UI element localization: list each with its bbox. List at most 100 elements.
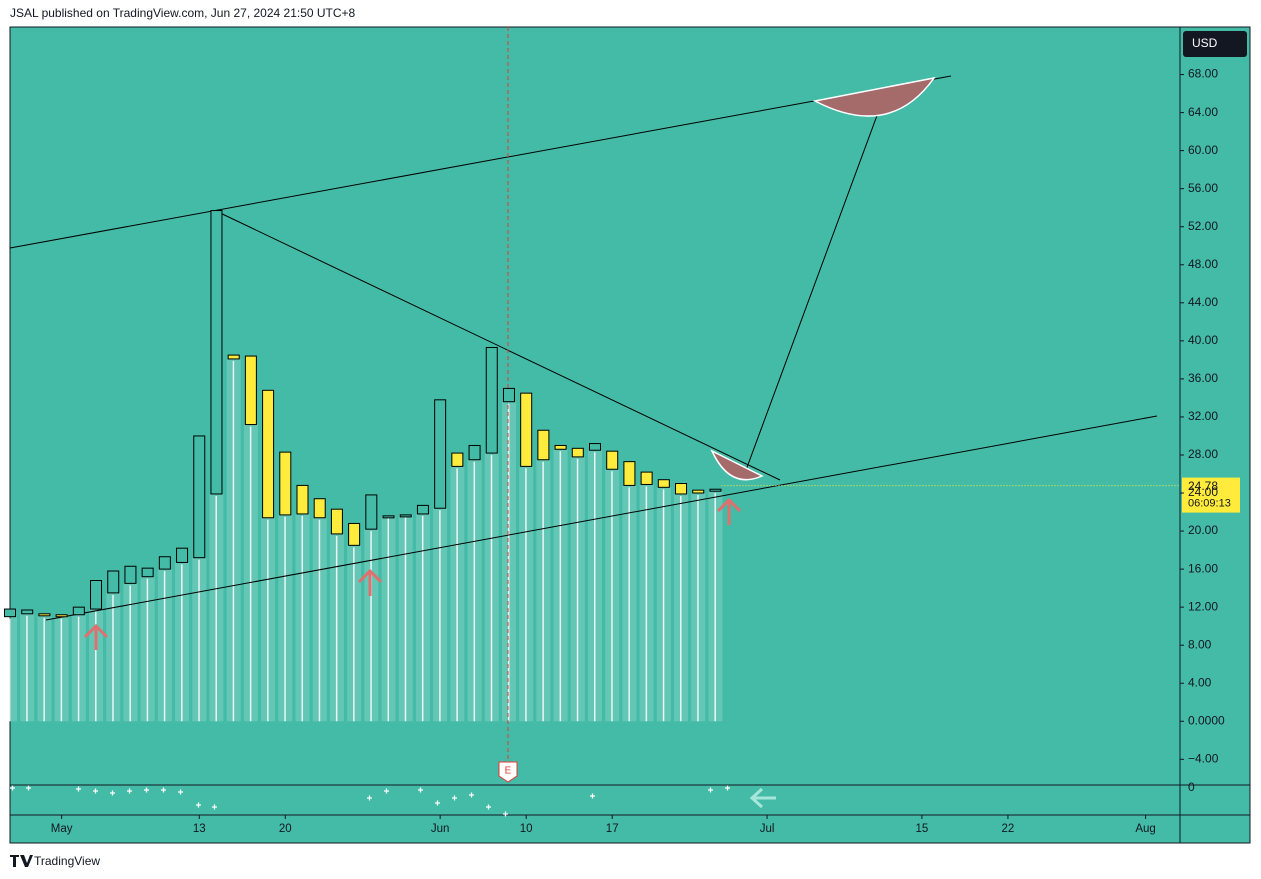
candle-body: [468, 444, 481, 461]
column-line: [456, 468, 458, 722]
scroll-button[interactable]: [749, 787, 776, 809]
currency-badge[interactable]: [1183, 31, 1247, 57]
column-line: [198, 559, 200, 722]
column-line: [267, 519, 269, 722]
event-marker[interactable]: [498, 761, 518, 783]
column-line: [507, 403, 510, 722]
currency-label: USD: [1192, 36, 1218, 50]
up-arrows: [83, 497, 742, 650]
column-line: [697, 495, 699, 722]
candle-body: [313, 498, 326, 519]
candle-body: [4, 608, 16, 618]
column-line: [335, 535, 338, 722]
column-line: [112, 594, 114, 722]
candle-body: [416, 504, 429, 515]
column-line: [181, 564, 183, 722]
candle-body: [451, 452, 464, 467]
candle-body: [72, 606, 85, 616]
candle-body: [262, 389, 275, 519]
header-title: JSAL published on TradingView.com, Jun 2…: [10, 6, 356, 20]
candle-body: [141, 567, 154, 578]
column-line: [301, 515, 303, 722]
x-tick-label: 10: [520, 823, 533, 835]
x-tick-label: 20: [279, 823, 292, 835]
y-tick-label: 20.00: [1188, 523, 1218, 537]
candle-body: [107, 570, 120, 594]
drawings: [9, 75, 1158, 621]
time-axis: [10, 815, 1180, 843]
candle-body: [38, 613, 51, 617]
x-tick-label: 17: [606, 823, 619, 835]
candle-body: [90, 580, 103, 610]
column-line: [163, 571, 166, 722]
column-line: [645, 486, 648, 722]
candle-body: [124, 565, 137, 584]
y-tick-label: −4.00: [1188, 751, 1219, 765]
candle-body: [537, 429, 550, 461]
x-tick-label: Jul: [760, 823, 775, 835]
x-tick-label: May: [51, 823, 73, 835]
candle-body: [279, 451, 292, 516]
cup-shape: [710, 449, 764, 481]
candle-body: [244, 355, 257, 426]
y-tick-label: 8.00: [1188, 637, 1212, 651]
candle-body: [365, 494, 378, 530]
column-line: [77, 616, 80, 722]
candle-body: [227, 354, 240, 360]
candle-body: [502, 387, 515, 403]
candle-body: [675, 483, 688, 495]
candle-body: [709, 488, 722, 492]
column-line: [129, 585, 131, 722]
last-price-box: [1182, 477, 1240, 513]
candle-body: [606, 450, 619, 470]
candle-body: [382, 515, 395, 519]
candle-body: [21, 609, 34, 615]
candle-body: [348, 522, 361, 546]
brand: TradingView: [34, 854, 100, 868]
column-line: [714, 493, 716, 722]
y-tick-label: 64.00: [1188, 105, 1218, 119]
column-line: [680, 495, 682, 722]
column-line: [525, 468, 527, 722]
candle-body: [55, 614, 68, 618]
y-tick-label: 4.00: [1188, 675, 1212, 689]
x-tick-label: 22: [1002, 823, 1015, 835]
candle-body: [193, 435, 206, 559]
column-line: [249, 426, 252, 722]
column-line: [60, 618, 63, 722]
y-tick-label: 60.00: [1188, 143, 1218, 157]
column-line: [95, 611, 97, 722]
y-tick-label: 0.0000: [1188, 713, 1225, 727]
candle-body: [640, 471, 653, 485]
x-tick-label: Aug: [1135, 823, 1155, 835]
pane-tick-label: 0: [1188, 780, 1195, 794]
candle-body: [176, 547, 189, 563]
x-tick-label: 13: [193, 823, 206, 835]
column-line: [9, 618, 11, 722]
column-line: [559, 451, 562, 722]
column-line: [473, 461, 476, 722]
y-tick-label: 40.00: [1188, 333, 1218, 347]
column-line: [576, 458, 579, 722]
y-tick-label: 28.00: [1188, 447, 1218, 461]
candle-body: [554, 444, 567, 450]
column-line: [662, 489, 665, 722]
y-tick-label: 36.00: [1188, 371, 1218, 385]
column-line: [611, 471, 613, 722]
candle-body: [657, 479, 670, 488]
y-tick-label: 32.00: [1188, 409, 1218, 423]
y-tick-label: 24.00: [1188, 485, 1218, 499]
candle-body: [210, 210, 223, 495]
candle-body: [330, 508, 343, 535]
y-tick-label: 16.00: [1188, 561, 1218, 575]
column-line: [594, 452, 596, 722]
candle-body: [692, 489, 705, 494]
candle-body: [158, 556, 171, 570]
x-tick-label: Jun: [431, 823, 450, 835]
column-line: [439, 510, 441, 722]
column-line: [628, 487, 630, 722]
event-label: E: [505, 766, 512, 777]
column-line: [146, 578, 149, 722]
brand-logo: [10, 855, 33, 867]
